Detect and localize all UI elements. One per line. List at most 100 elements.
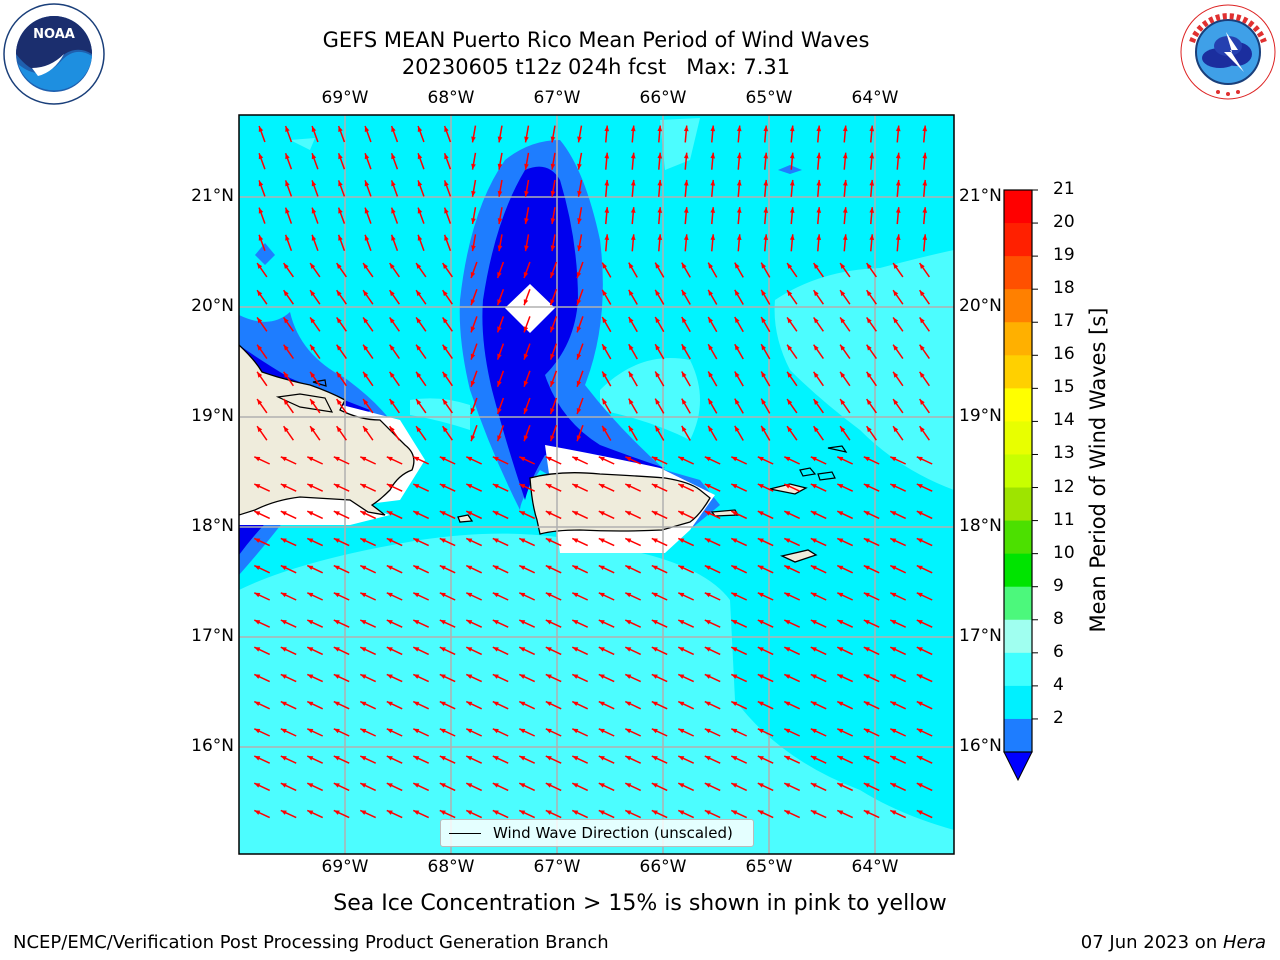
wave-arrow-head [651, 728, 658, 734]
wave-arrow-head [784, 511, 791, 516]
wave-arrow-head [784, 647, 791, 652]
wave-arrow-head [524, 245, 529, 252]
wave-arrow-head [651, 756, 658, 761]
wave-arrow-head [837, 456, 844, 462]
wave-arrow-head [572, 810, 579, 815]
wave-arrow-head [280, 701, 287, 707]
wave-arrow-head [813, 399, 819, 405]
wave-arrow-head [704, 456, 711, 462]
wave-arrow-head [545, 701, 552, 707]
wave-arrow-head [444, 126, 449, 133]
wave-arrow-head [417, 153, 423, 160]
wave-arrow-head [842, 179, 848, 186]
wave-arrow-head [391, 126, 396, 133]
wave-arrow-head [916, 484, 923, 489]
wave-arrow-head [363, 426, 369, 433]
wave-arrow-head [283, 399, 289, 405]
wave-arrow-head [787, 399, 793, 405]
colorbar-tick-label: 17 [1053, 311, 1075, 332]
wave-arrow-head [389, 371, 395, 378]
wave-arrow-head [757, 538, 764, 543]
wave-arrow-head [492, 810, 499, 815]
wave-arrow-head [466, 674, 473, 679]
wave-arrow-head [837, 756, 844, 761]
wave-arrow-head [439, 538, 446, 543]
wave-arrow-head [681, 371, 687, 378]
wave-arrow-head [471, 136, 476, 143]
wave-arrow-head [840, 426, 846, 433]
wave-arrow-head [602, 317, 608, 323]
wave-arrow-head [283, 263, 289, 269]
wave-arrow-head [466, 592, 473, 598]
wave-arrow-head [413, 538, 420, 543]
wave-arrow-head [863, 810, 870, 815]
wave-arrow-head [710, 234, 716, 241]
wave-arrow-head [710, 125, 716, 132]
wave-arrow-head [417, 180, 423, 187]
wave-arrow-head [625, 647, 632, 652]
wave-arrow-head [439, 756, 446, 761]
wave-arrow-head [333, 783, 340, 788]
wave-arrow-head [307, 565, 314, 571]
wave-arrow-head [572, 728, 579, 734]
wave-arrow-head [866, 426, 872, 433]
wave-arrow-head [837, 674, 844, 679]
wave-arrow-head [577, 190, 582, 197]
wave-arrow-head [280, 783, 287, 788]
wave-arrow-head [734, 398, 740, 405]
wave-arrow-head [708, 371, 714, 378]
wave-arrow-head [519, 783, 526, 788]
wave-arrow-head [336, 371, 342, 378]
wave-arrow-head [466, 565, 473, 571]
lat-label-right: 21°N [959, 186, 1002, 206]
wave-arrow-head [386, 756, 393, 761]
wave-arrow-head [598, 701, 605, 707]
wave-arrow-head [816, 152, 822, 159]
wave-arrow-head [789, 179, 795, 186]
wave-arrow-head [657, 125, 663, 132]
wave-arrow-head [784, 728, 791, 734]
wave-arrow-head [444, 207, 449, 214]
wave-arrow-head [307, 810, 314, 815]
wave-arrow-head [840, 290, 846, 297]
wave-arrow-head [651, 592, 658, 598]
wave-arrow-head [731, 456, 738, 462]
noaa-logo: NOAA [3, 3, 105, 105]
wave-arrow-head [863, 511, 870, 516]
wave-arrow-head [519, 565, 526, 571]
wave-arrow-head [311, 207, 317, 214]
lat-label-right: 18°N [959, 516, 1002, 536]
wave-arrow-head [816, 179, 822, 186]
wave-arrow-head [678, 756, 685, 761]
wave-arrow-head [310, 344, 316, 351]
wave-arrow-head [444, 234, 449, 241]
colorbar-tick-label: 4 [1053, 674, 1064, 695]
wave-arrow-head [625, 456, 632, 462]
wave-arrow-head [810, 647, 817, 652]
wave-arrow-head [386, 783, 393, 788]
wave-arrow-head [813, 263, 819, 269]
wave-arrow-head [625, 592, 632, 598]
wave-arrow-head [681, 262, 687, 269]
wave-arrow-head [333, 647, 340, 652]
wave-arrow-head [545, 756, 552, 761]
wave-arrow-head [625, 511, 632, 516]
wave-arrow-head [890, 810, 897, 815]
wave-arrow-head [916, 756, 923, 761]
wave-arrow-head [360, 647, 367, 652]
wave-arrow-head [704, 674, 711, 679]
wave-arrow-head [678, 565, 685, 571]
wave-arrow-head [628, 425, 634, 432]
wave-arrow-head [863, 620, 870, 625]
wave-arrow-head [625, 783, 632, 788]
wave-arrow-head [630, 207, 636, 213]
wave-arrow-head [492, 756, 499, 761]
colorbar-tick-label: 14 [1053, 410, 1075, 431]
wave-arrow-head [840, 263, 846, 269]
wave-arrow-head [866, 344, 872, 351]
wave-arrow-head [628, 371, 634, 378]
wave-arrow-head [523, 407, 529, 414]
wave-arrow-head [257, 317, 263, 324]
wave-arrow-head [470, 353, 476, 360]
wave-arrow-head [386, 565, 393, 571]
